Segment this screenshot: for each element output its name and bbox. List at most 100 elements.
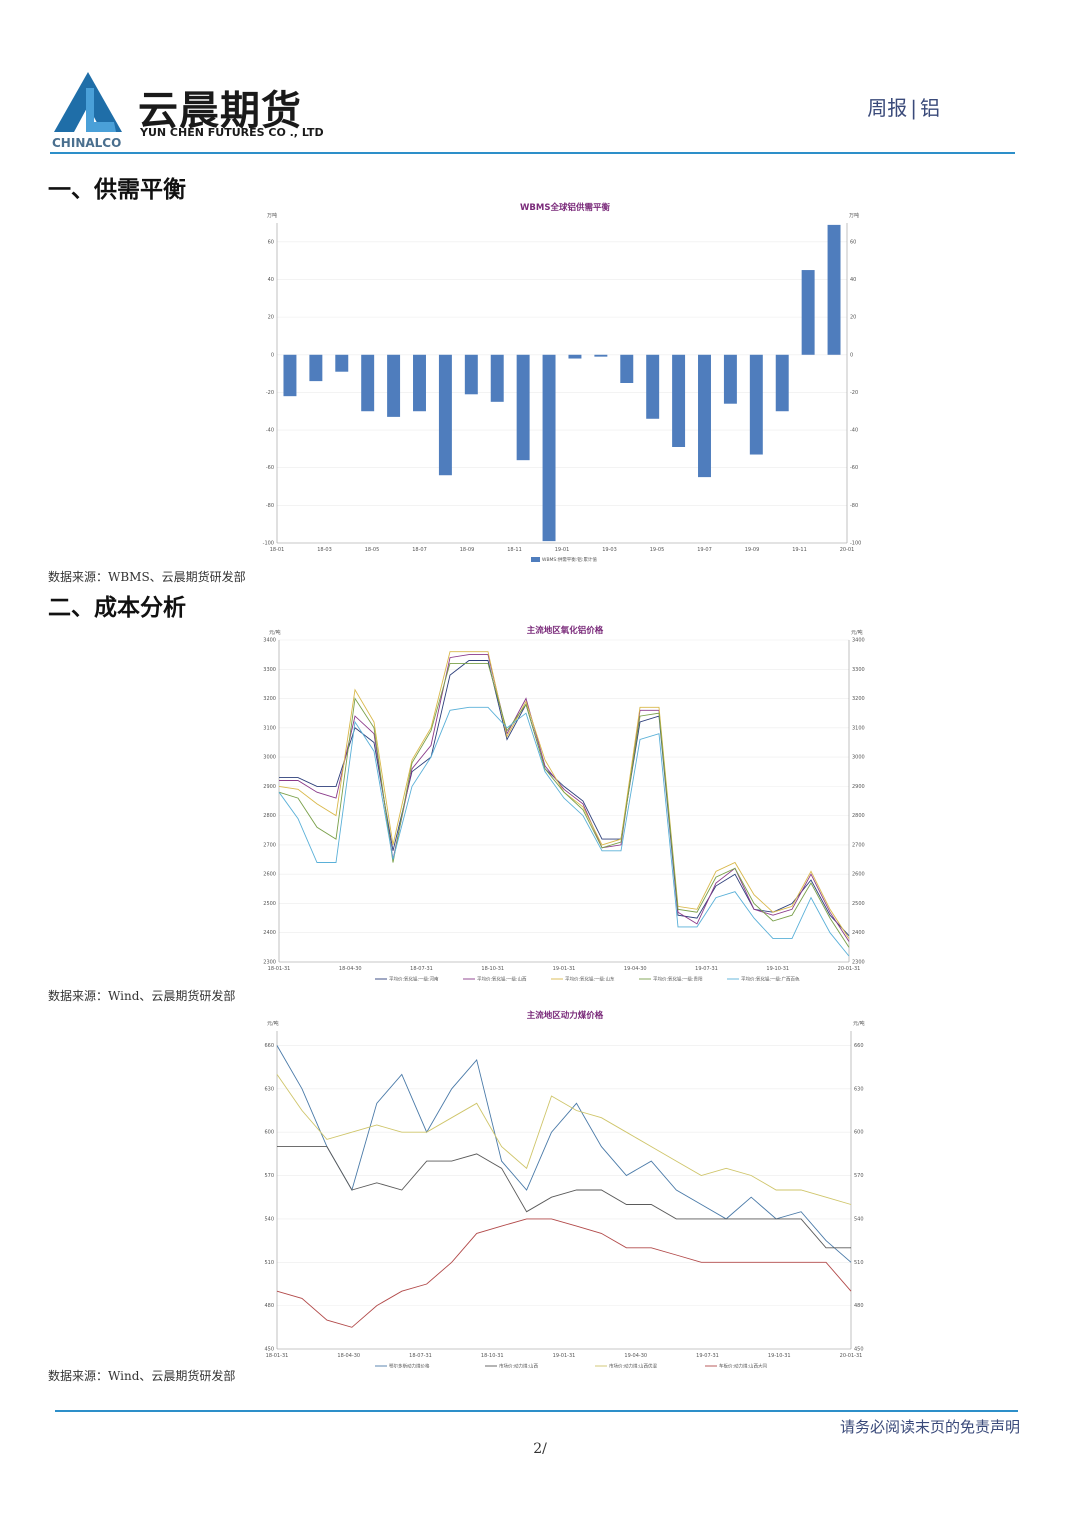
- x-tick: 18-01-31: [266, 1353, 289, 1359]
- y-tick-left: 3000: [263, 755, 276, 761]
- y-tick-left: 3300: [263, 667, 276, 673]
- y-tick-left: 2600: [263, 872, 276, 878]
- bar: [568, 354, 582, 359]
- x-tick: 18-04-30: [339, 966, 362, 972]
- y-tick-right: 630: [854, 1086, 864, 1092]
- series-line: [276, 1074, 852, 1205]
- y-unit-right: 元/吨: [851, 629, 863, 636]
- x-tick: 19-01: [555, 547, 570, 553]
- y-tick-left: 20: [268, 315, 274, 321]
- y-tick-right: 600: [854, 1130, 864, 1136]
- report-tag: 周报 | 铝: [867, 92, 940, 121]
- bar: [542, 354, 556, 542]
- x-tick: 18-07: [412, 547, 427, 553]
- x-tick: 19-10-31: [766, 966, 789, 972]
- x-tick: 18-01: [270, 547, 285, 553]
- y-tick-right: -20: [850, 390, 858, 396]
- bar: [387, 354, 401, 417]
- y-tick-left: 600: [264, 1130, 274, 1136]
- x-tick: 19-11: [792, 547, 807, 553]
- x-tick: 19-04-30: [624, 966, 647, 972]
- report-topic: 铝: [920, 96, 940, 120]
- section-title-supply-demand: 一、供需平衡: [48, 177, 186, 203]
- section-title-cost: 二、成本分析: [48, 595, 186, 621]
- bar: [309, 354, 323, 382]
- x-tick: 20-01-31: [838, 966, 861, 972]
- chart-alumina-price: 主流地区氧化铝价格 元/吨 元/吨 3400 3300 3200 3100 3000 2900 2…: [255, 618, 875, 986]
- y-tick-right: 2300: [852, 960, 865, 966]
- x-tick: 19-07: [697, 547, 712, 553]
- report-type: 周报: [867, 96, 908, 120]
- y-tick-right: -100: [850, 541, 861, 547]
- bar: [620, 354, 634, 383]
- y-tick-left: 2300: [263, 960, 276, 966]
- y-tick-left: 40: [268, 277, 274, 283]
- y-tick-left: 510: [264, 1260, 274, 1266]
- bar: [413, 354, 426, 412]
- bar: [698, 354, 711, 478]
- x-tick: 18-09: [460, 547, 475, 553]
- x-tick: 19-04-30: [624, 1353, 647, 1359]
- x-tick: 20-01: [840, 547, 855, 553]
- y-unit-right: 元/吨: [853, 1020, 865, 1027]
- series-line: [278, 651, 850, 939]
- y-tick-right: -60: [850, 465, 858, 471]
- y-tick-right: 3400: [852, 638, 865, 644]
- source-note-2: 数据来源：Wind、云晨期货研发部: [48, 989, 236, 1003]
- legend-label: 市场价:动力煤:山西优混: [609, 1363, 658, 1370]
- y-tick-right: 3100: [852, 725, 865, 731]
- y-tick-left: -100: [263, 541, 274, 547]
- y-tick-right: 2500: [852, 901, 865, 907]
- y-tick-left: 3100: [263, 725, 276, 731]
- company-name-cn: 云晨期货: [138, 88, 302, 134]
- y-unit-right: 万吨: [849, 212, 859, 219]
- series-line: [276, 1045, 852, 1263]
- y-tick-right: 2600: [852, 872, 865, 878]
- y-tick-right: 3200: [852, 696, 865, 702]
- y-unit-left: 元/吨: [269, 629, 281, 636]
- y-tick-left: 3200: [263, 696, 276, 702]
- source-note-3: 数据来源：Wind、云晨期货研发部: [48, 1369, 236, 1383]
- bar: [723, 354, 737, 404]
- bar: [827, 224, 841, 355]
- y-tick-left: 660: [264, 1043, 274, 1049]
- y-tick-left: 480: [264, 1303, 274, 1309]
- y-tick-left: 2800: [263, 813, 276, 819]
- y-tick-right: 2700: [852, 842, 865, 848]
- bar: [438, 354, 452, 476]
- y-tick-left: 0: [271, 352, 274, 358]
- y-tick-right: 450: [854, 1347, 864, 1353]
- y-tick-left: 570: [264, 1173, 274, 1179]
- legend-label: 平均价:氧化铝:一级:山东: [565, 976, 615, 983]
- x-tick: 19-03: [602, 547, 617, 553]
- series-line: [278, 706, 850, 957]
- y-tick-left: -80: [266, 503, 274, 509]
- x-tick: 18-03: [317, 547, 332, 553]
- y-unit-left: 元/吨: [267, 1020, 279, 1027]
- x-tick: 19-07-31: [695, 966, 718, 972]
- y-tick-left: 60: [268, 239, 274, 245]
- x-tick: 18-07-31: [410, 966, 433, 972]
- legend-label: 平均价:氧化铝:一级:河南: [389, 976, 439, 983]
- y-tick-right: 2800: [852, 813, 865, 819]
- y-tick-right: 3300: [852, 667, 865, 673]
- x-tick: 19-09: [745, 547, 760, 553]
- bar: [672, 354, 686, 447]
- bar: [594, 354, 608, 357]
- legend-label: 平均价:氧化铝:一级:贵阳: [653, 976, 703, 983]
- y-tick-left: 3400: [263, 638, 276, 644]
- chart-title: 主流地区动力煤价格: [527, 1010, 604, 1021]
- x-tick: 19-07-31: [696, 1353, 719, 1359]
- y-tick-right: -80: [850, 503, 858, 509]
- x-tick: 20-01-31: [840, 1353, 863, 1359]
- x-tick: 18-11: [507, 547, 522, 553]
- chart-wbms-balance: WBMS全球铝供需平衡 万吨 万吨 60 40 20 0 -20 -40 -60 -80 -100 60…: [255, 195, 875, 567]
- x-tick: 18-10-31: [481, 966, 504, 972]
- footer-rule: [55, 1410, 1018, 1412]
- bar: [646, 354, 660, 419]
- y-tick-right: 20: [850, 315, 856, 321]
- bar: [335, 354, 349, 372]
- series-line: [276, 1218, 852, 1328]
- chart-coal-price: 主流地区动力煤价格 元/吨 元/吨 660 630 600 570 540 510 480 450 6…: [255, 1003, 875, 1373]
